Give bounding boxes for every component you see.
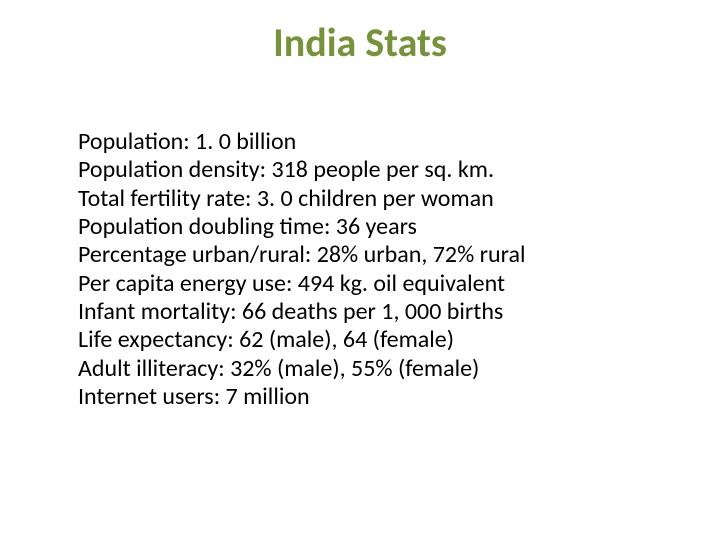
stat-line: Adult illiteracy: 32% (male), 55% (femal… <box>78 355 658 383</box>
stat-line: Internet users: 7 million <box>78 383 658 411</box>
stat-line: Population density: 318 people per sq. k… <box>78 156 658 184</box>
stat-line: Population: 1. 0 billion <box>78 128 658 156</box>
slide: India Stats Population: 1. 0 billion Pop… <box>0 0 720 540</box>
stat-line: Life expectancy: 62 (male), 64 (female) <box>78 326 658 354</box>
stat-line: Population doubling time: 36 years <box>78 213 658 241</box>
slide-body: Population: 1. 0 billion Population dens… <box>78 128 658 411</box>
stat-line: Infant mortality: 66 deaths per 1, 000 b… <box>78 298 658 326</box>
slide-title: India Stats <box>0 18 720 67</box>
stat-line: Total fertility rate: 3. 0 children per … <box>78 185 658 213</box>
stat-line: Per capita energy use: 494 kg. oil equiv… <box>78 270 658 298</box>
stat-line: Percentage urban/rural: 28% urban, 72% r… <box>78 241 658 269</box>
